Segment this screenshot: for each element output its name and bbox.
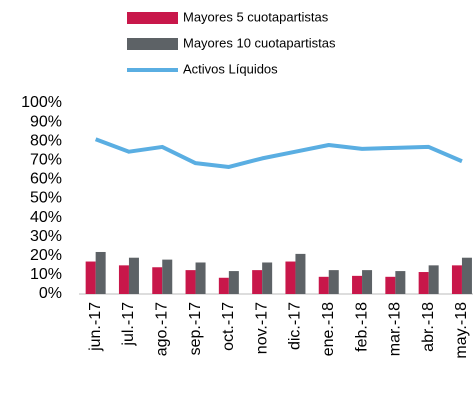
y-tick-label: 100% — [21, 94, 62, 111]
y-tick-label: 20% — [30, 247, 62, 264]
bar — [128, 257, 139, 294]
y-tick-label: 30% — [30, 228, 62, 245]
legend-label: Activos Líquidos — [183, 61, 278, 76]
bar — [362, 270, 373, 294]
bar — [418, 272, 429, 294]
y-tick-label: 50% — [30, 190, 62, 207]
x-tick-label: sep.-17 — [187, 302, 204, 355]
bar — [218, 277, 229, 294]
y-tick-label: 60% — [30, 171, 62, 188]
bar — [285, 261, 296, 294]
legend-swatch — [127, 12, 178, 24]
bar — [228, 271, 239, 294]
x-tick-label: ago.-17 — [153, 302, 170, 356]
y-tick-label: 40% — [30, 209, 62, 226]
bar — [195, 262, 206, 294]
x-tick-label: abr.-18 — [420, 302, 437, 352]
y-tick-label: 80% — [30, 132, 62, 149]
bar — [185, 270, 196, 294]
bar — [451, 265, 462, 294]
line — [94, 137, 463, 169]
legend-label: Mayores 5 cuotapartistas — [183, 9, 329, 24]
x-tick-label: feb.-18 — [353, 302, 370, 352]
legend-label: Mayores 10 cuotapartistas — [183, 35, 336, 50]
x-tick-label: may.-18 — [453, 302, 470, 359]
bar — [262, 262, 273, 294]
x-tick-label: jun.-17 — [87, 302, 104, 352]
bar — [152, 267, 163, 294]
bar — [318, 276, 329, 294]
legend-swatch — [127, 38, 178, 50]
y-tick-label: 0% — [39, 285, 62, 302]
x-tick-label: jul.-17 — [120, 302, 137, 347]
x-tick-label: mar.-18 — [387, 302, 404, 356]
y-tick-label: 90% — [30, 113, 62, 130]
y-tick-label: 10% — [30, 266, 62, 283]
bar — [461, 257, 472, 294]
x-tick-label: ene.-18 — [320, 302, 337, 356]
bar — [118, 265, 129, 294]
x-tick-label: nov.-17 — [253, 302, 270, 354]
bar — [95, 251, 106, 294]
bar — [395, 271, 406, 294]
bar — [352, 275, 363, 294]
bar — [252, 270, 263, 294]
bar — [328, 270, 339, 294]
x-tick-label: dic.-17 — [287, 302, 304, 350]
y-tick-label: 70% — [30, 152, 62, 169]
bar — [162, 259, 173, 294]
x-tick-label: oct.-17 — [220, 302, 237, 351]
bar — [295, 253, 306, 294]
bar — [85, 261, 96, 294]
bar — [385, 276, 396, 294]
bar — [428, 265, 439, 294]
